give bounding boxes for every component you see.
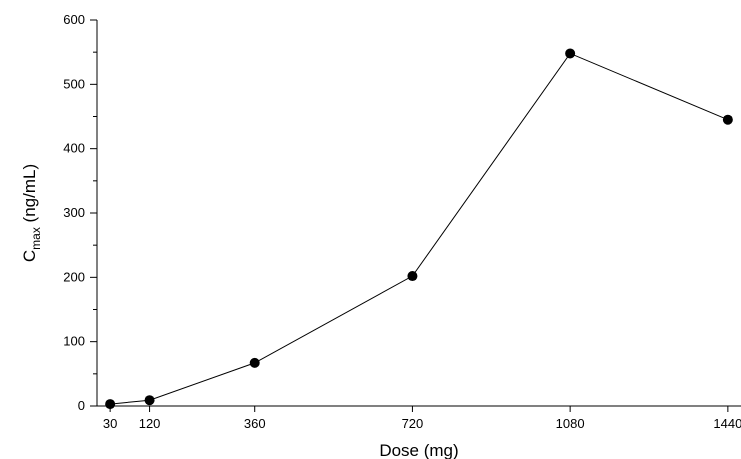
series xyxy=(105,48,733,410)
y-tick-label: 300 xyxy=(63,205,85,220)
data-point xyxy=(722,114,733,125)
data-point xyxy=(249,357,260,368)
x-tick-label: 1440 xyxy=(713,416,741,431)
y-axis-title-subscript: max xyxy=(29,227,43,250)
y-tick-label: 400 xyxy=(63,141,85,156)
y-tick-label: 200 xyxy=(63,269,85,284)
data-point xyxy=(144,395,155,406)
series-line xyxy=(110,52,729,405)
x-tick-label: 30 xyxy=(103,416,117,431)
x-tick-label: 120 xyxy=(139,416,161,431)
y-tick-label: 600 xyxy=(63,12,85,27)
data-point xyxy=(407,271,418,282)
y-tick-label: 0 xyxy=(78,398,85,413)
data-point xyxy=(565,48,576,59)
y-tick-label: 100 xyxy=(63,334,85,349)
x-tick-label: 1080 xyxy=(556,416,585,431)
y-ticks: 0 100 200 300 400 500 600 xyxy=(63,12,97,413)
axes xyxy=(96,20,741,407)
data-point xyxy=(105,399,116,410)
x-axis-title: Dose (mg) xyxy=(379,441,458,459)
x-tick-label: 360 xyxy=(244,416,266,431)
data-points xyxy=(105,48,733,410)
y-tick-label: 500 xyxy=(63,76,85,91)
x-ticks: 30 120 360 720 1080 1440 xyxy=(103,406,741,431)
x-tick-label: 720 xyxy=(402,416,424,431)
y-axis-title: Cmax (ng/mL) xyxy=(20,164,43,262)
y-axis-title-main: C xyxy=(20,250,39,262)
y-axis-title-unit: (ng/mL) xyxy=(20,164,39,227)
